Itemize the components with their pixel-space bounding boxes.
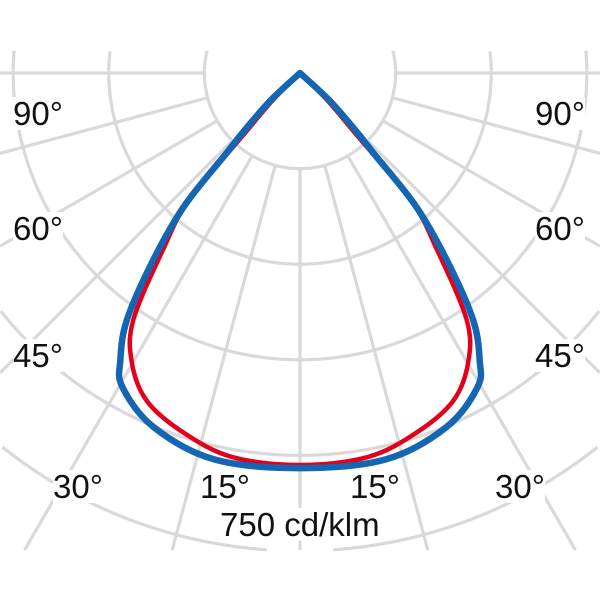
angle-label-right-30: 30° xyxy=(495,468,545,505)
grid-spoke xyxy=(366,139,600,375)
grid-ring xyxy=(202,50,398,171)
curves xyxy=(115,69,485,472)
angle-label-left-30: 30° xyxy=(53,468,103,505)
grid-spoke xyxy=(391,96,600,155)
grid-spoke xyxy=(323,164,430,551)
angle-label-right-15: 15° xyxy=(350,468,400,505)
polar-grid xyxy=(0,50,600,552)
angle-label-right-60: 60° xyxy=(535,210,585,247)
angle-label-left-60: 60° xyxy=(13,210,63,247)
grid-ring xyxy=(333,445,599,552)
angle-label-left-90: 90° xyxy=(13,95,63,132)
series-curve-blue xyxy=(115,69,485,472)
angle-label-left-15: 15° xyxy=(200,468,250,505)
grid-spoke xyxy=(0,96,209,155)
grid-spoke xyxy=(170,164,277,551)
angle-label-right-90: 90° xyxy=(535,95,585,132)
unit-label: 750 cd/klm xyxy=(216,508,384,541)
grid-ring xyxy=(1,445,267,552)
angle-label-right-45: 45° xyxy=(535,337,585,374)
grid-spoke xyxy=(0,139,234,375)
angle-label-left-45: 45° xyxy=(13,337,63,374)
